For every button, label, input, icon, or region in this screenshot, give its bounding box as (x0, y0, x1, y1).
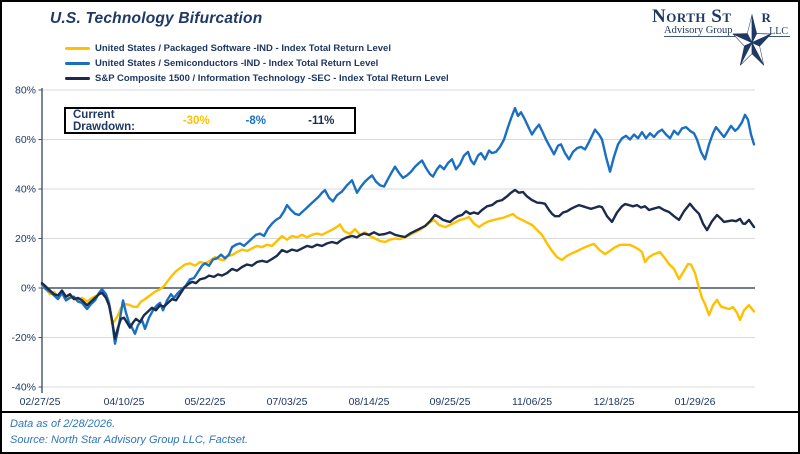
logo-rule (664, 36, 790, 37)
drawdown-label: Current Drawdown: (73, 108, 135, 133)
drawdown-value-sp1500-infotech: -11% (308, 114, 335, 127)
y-tick-label: 20% (15, 233, 36, 245)
drawdown-value-packaged-software: -30% (182, 114, 210, 127)
y-tick-label: 80% (15, 85, 36, 97)
x-tick-label: 09/25/25 (430, 396, 471, 408)
legend-swatch-semiconductors (65, 62, 90, 65)
y-tick-label: 60% (15, 134, 36, 146)
x-tick-label: 07/03/25 (267, 396, 308, 408)
y-tick-label: 40% (15, 184, 36, 196)
x-tick-label: 08/14/25 (349, 396, 390, 408)
y-tick-label: 0% (21, 283, 36, 295)
legend-label: United States / Packaged Software -IND -… (95, 43, 391, 54)
logo-name-post: r (761, 6, 772, 27)
x-tick-label: 01/29/26 (675, 396, 716, 408)
x-tick-label: 02/27/25 (20, 396, 61, 408)
footer-data-as-of: Data as of 2/28/2026. (10, 418, 116, 430)
x-tick-label: 12/18/25 (594, 396, 635, 408)
north-star-logo: North St r Advisory Group LLC (638, 7, 790, 71)
series-line-packaged-software (40, 212, 756, 326)
legend-item-packaged-software: United States / Packaged Software -IND -… (65, 41, 449, 56)
current-drawdown-box: Current Drawdown: -30% -8% -11% (64, 107, 356, 134)
legend-label: United States / Semiconductors -IND - In… (95, 58, 379, 69)
chart-legend: United States / Packaged Software -IND -… (65, 41, 449, 86)
logo-name: North St r (638, 7, 790, 26)
logo-llc: LLC (769, 26, 788, 37)
series-line-semiconductors (40, 106, 756, 345)
logo-name-pre: North St (652, 6, 732, 27)
page-title: U.S. Technology Bifurcation (50, 10, 263, 27)
legend-swatch-packaged-software (65, 47, 90, 50)
drawdown-value-semiconductors: -8% (245, 114, 266, 127)
north-star-icon (732, 14, 772, 66)
footer-source: Source: North Star Advisory Group LLC, F… (10, 434, 249, 446)
legend-swatch-sp1500-infotech (65, 77, 90, 80)
legend-label: S&P Composite 1500 / Information Technol… (95, 73, 449, 84)
y-tick-label: -40% (11, 382, 36, 394)
x-tick-label: 04/10/25 (104, 396, 145, 408)
x-tick-label: 11/06/25 (512, 396, 552, 408)
legend-item-sp1500-infotech: S&P Composite 1500 / Information Technol… (65, 71, 449, 86)
logo-subtitle-row: Advisory Group LLC (638, 25, 790, 37)
y-tick-label: -20% (11, 332, 36, 344)
logo-subtitle: Advisory Group (664, 25, 733, 36)
legend-item-semiconductors: United States / Semiconductors -IND - In… (65, 56, 449, 71)
series-line-sp1500-infotech (40, 188, 756, 340)
footer: Data as of 2/28/2026. Source: North Star… (2, 411, 798, 448)
x-tick-label: 05/22/25 (185, 396, 226, 408)
